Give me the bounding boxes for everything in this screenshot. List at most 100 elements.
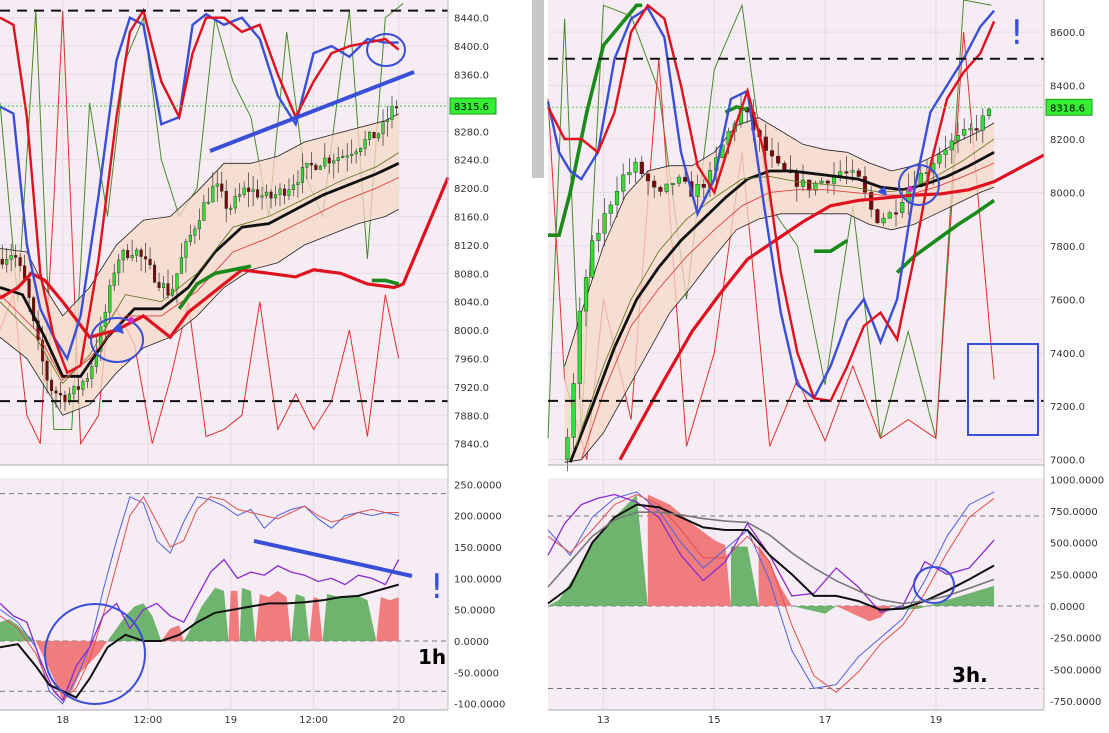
moving-average-black-line [568,151,995,463]
indicator-y-tick-label: 1000.0000 [1050,475,1104,486]
histogram-green-area [291,594,310,641]
indicator-y-tick-label: 0.0000 [1050,602,1085,613]
candle [300,167,304,183]
candle [314,164,318,170]
candle [813,182,818,191]
candle [18,257,22,266]
candle [305,162,309,168]
candle [139,249,143,257]
candle [794,172,799,187]
candle [273,194,278,199]
x-tick-label: 18 [56,715,69,726]
candle [652,180,657,188]
candle [233,196,237,209]
candle [881,217,886,224]
candle [0,258,4,265]
y-tick-label: 8000.0 [454,326,489,337]
left-timeframe-label: 1h [418,645,446,669]
candle [676,176,682,184]
candle [838,171,843,176]
candle [197,220,201,230]
envelope-lower-line [0,209,399,416]
candle [112,272,116,286]
candle [608,204,613,214]
candle [819,180,824,184]
candle [291,184,295,190]
candle [862,176,868,193]
candle [238,194,242,197]
candle [121,250,125,261]
candle [157,282,161,288]
y-tick-label: 8240.0 [454,156,489,167]
candle [49,380,54,392]
candle [23,265,27,280]
candle [583,276,589,312]
y-tick-label: 8400.0 [1050,82,1085,93]
indicator-y-tick-label: -250.0000 [1050,634,1101,645]
indicator-y-tick-label: 50.0000 [454,606,495,617]
candle [332,160,336,164]
candle [695,184,700,197]
last-price-tag [1045,98,1093,116]
candle [986,108,992,117]
y-tick-label: 8360.0 [454,71,489,82]
circle-annotation [90,317,144,363]
candle [683,176,688,182]
candle [571,383,576,438]
envelope-lower-line [564,186,995,463]
indicator-black-line [547,503,995,611]
indicator-blue-line [547,491,995,689]
marker-annotation [128,317,134,323]
trend-line-green-segment [895,198,996,274]
x-tick-label: 17 [819,715,832,726]
candle [282,188,287,196]
candle [215,183,219,187]
indicator-y-tick-label: 100.0000 [454,574,502,585]
x-tick-label: 19 [930,715,943,726]
candle [323,157,327,167]
indicator-y-tick-label: 500.0000 [1050,539,1098,550]
x-tick-label: 20 [392,715,405,726]
candle [974,128,979,131]
moving-average-thin-green-line [575,138,995,447]
candle [341,155,345,158]
candle [345,155,349,158]
histogram-green-area [791,606,837,614]
candle [318,165,322,170]
candle [962,129,967,136]
oscillator-red-line [0,7,400,375]
candle [9,255,13,260]
candle [81,381,85,390]
candle [108,285,112,313]
candle [336,157,340,161]
candle [633,161,638,173]
trend-line-red [618,153,1045,461]
candle [36,320,40,341]
indicator-y-tick-label: 750.0000 [1050,507,1098,518]
y-tick-label: 7000.0 [1050,456,1085,467]
histogram-green-area [548,494,648,606]
candle [85,378,89,382]
candle [27,278,31,298]
candle [701,184,706,188]
candle [188,235,192,242]
candle [955,134,961,142]
candle [287,189,291,196]
moving-average-thin-green-line [0,152,399,385]
y-tick-label: 7920.0 [454,383,489,394]
candle [5,259,9,265]
histogram-red-area [647,494,731,606]
indicator-purple-line [0,558,400,702]
candle [202,202,206,221]
y-tick-label: 7960.0 [454,355,489,366]
candle [72,386,76,395]
candle [658,186,663,192]
scrollbar-thumb[interactable] [532,0,544,178]
x-tick-label: 12:00 [133,715,162,726]
x-tick-label: 13 [597,715,610,726]
candle [875,209,880,224]
candle [763,136,768,151]
moving-average-thin-red-line [580,162,995,460]
y-tick-label: 8080.0 [454,269,489,280]
